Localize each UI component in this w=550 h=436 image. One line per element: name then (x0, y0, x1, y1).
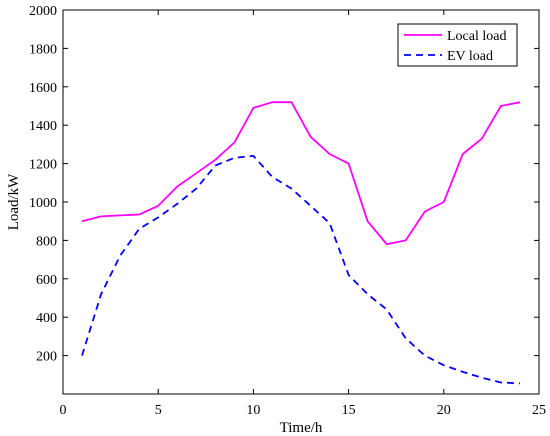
series-line-1 (81, 154, 521, 385)
x-axis-title: Time/h (280, 420, 323, 436)
y-tick-label: 1400 (29, 119, 57, 134)
y-tick-label: 400 (36, 311, 57, 326)
y-tick-label: 1200 (29, 158, 57, 173)
x-tick-label: 20 (437, 403, 451, 418)
y-tick-label: 2000 (29, 4, 57, 19)
y-tick-label: 1600 (29, 81, 57, 96)
legend: Local load EV load (397, 23, 518, 67)
x-tick-label: 0 (60, 403, 67, 418)
legend-label-ev-load: EV load (447, 49, 493, 64)
x-tick-label: 15 (342, 403, 356, 418)
y-tick-label: 800 (36, 234, 57, 249)
plot-frame (62, 9, 540, 395)
y-tick-label: 200 (36, 350, 57, 365)
series-line-0 (81, 101, 521, 246)
x-tick-label: 5 (155, 403, 162, 418)
y-axis-title: Load/kW (6, 173, 22, 230)
y-tick-label: 600 (36, 273, 57, 288)
y-tick-label: 1000 (29, 196, 57, 211)
x-tick-label: 10 (246, 403, 260, 418)
y-tick-label: 1800 (29, 42, 57, 57)
axis-ticks: 0 5 10 15 20 25 200 400 600 800 1000 1200 1400 1600 18… (29, 4, 546, 418)
series-layer (81, 101, 521, 385)
legend-box (397, 23, 518, 67)
x-tick-label: 25 (532, 403, 546, 418)
legend-label-local-load: Local load (447, 29, 506, 44)
